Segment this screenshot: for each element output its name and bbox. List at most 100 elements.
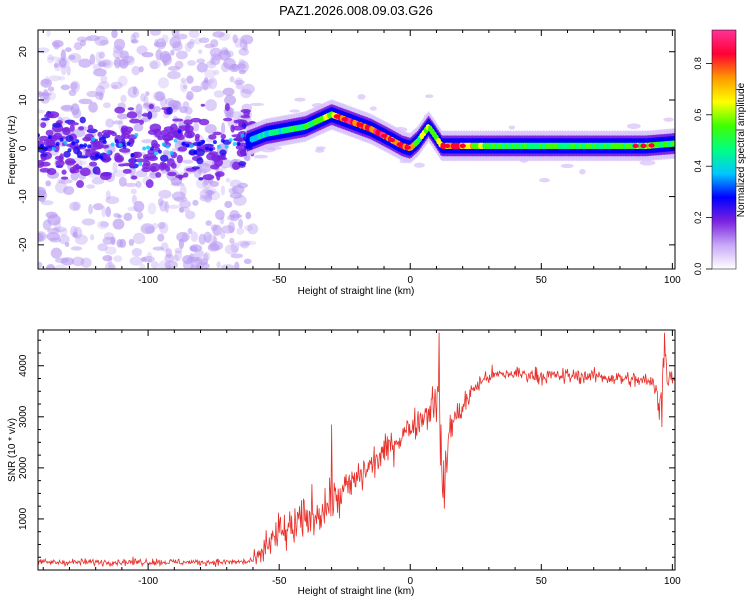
snr-y-tick-label: 4000: [18, 354, 29, 377]
spectrogram-x-tick-label: -50: [272, 275, 287, 286]
noise-blob: [160, 96, 167, 108]
noise-blob: [195, 177, 208, 189]
snr-frame: [37, 329, 676, 571]
snr-x-tick-label: -50: [272, 576, 287, 587]
noise-blob: [206, 60, 217, 69]
noise-blob-strong: [45, 129, 54, 137]
noise-blob: [123, 212, 133, 222]
ridge-noise-core: [236, 141, 241, 146]
noise-blob: [47, 56, 61, 61]
noise-blob-strong: [151, 139, 158, 149]
snr-x-tick-label: 100: [664, 576, 681, 587]
noise-blob: [203, 186, 217, 195]
noise-blob-strong: [104, 131, 113, 136]
noise-blob: [89, 53, 96, 65]
noise-blob: [220, 47, 229, 56]
noise-blob-strong: [129, 159, 135, 167]
noise-blob: [81, 218, 96, 226]
noise-blob-strong: [200, 103, 206, 107]
colorbar-label: Normalized spectral amplitude: [736, 82, 747, 217]
noise-blob: [108, 264, 117, 269]
ridge-noise-core: [244, 145, 249, 150]
noise-blob: [241, 83, 255, 95]
noise-blob: [152, 105, 161, 113]
noise-blob: [52, 226, 67, 233]
noise-blob: [95, 51, 102, 64]
noise-blob: [60, 49, 67, 62]
noise-blob-strong: [56, 136, 67, 140]
noise-blob: [220, 185, 226, 196]
noise-blob: [224, 200, 233, 209]
noise-blob: [243, 258, 252, 265]
ridge-hotspot: [648, 143, 655, 148]
ridge-noise-core: [224, 144, 229, 149]
noise-blob: [78, 58, 92, 68]
noise-blob: [54, 181, 68, 194]
spectrogram-y-axis: -20 -10 0 10 20: [18, 46, 675, 252]
noise-blob: [187, 227, 193, 235]
noise-blob: [216, 261, 221, 269]
noise-blob: [140, 257, 147, 262]
noise-blob: [88, 101, 98, 113]
noise-blob: [202, 252, 209, 265]
ridge-noise-core: [67, 148, 72, 153]
noise-blob-strong: [79, 116, 86, 124]
noise-blob: [59, 57, 67, 68]
noise-blob: [105, 190, 111, 200]
noise-blob: [159, 222, 169, 234]
noise-blob: [173, 196, 188, 203]
noise-blob: [58, 234, 70, 245]
noise-blob-strong: [73, 146, 80, 155]
ridge-noise-core: [228, 138, 233, 143]
ridge-noise-core: [240, 133, 245, 138]
ridge-hotspot: [396, 142, 403, 147]
noise-blob: [224, 48, 229, 55]
noise-blob: [186, 90, 194, 101]
noise-blob: [213, 90, 225, 98]
spectrogram-y-tick-label: 10: [18, 94, 29, 106]
noise-blob-strong: [144, 156, 150, 162]
halo-blob: [253, 154, 269, 159]
noise-blob: [180, 81, 188, 93]
noise-blob: [86, 184, 96, 189]
noise-blob: [204, 69, 216, 79]
noise-blob: [135, 103, 143, 115]
noise-blob: [239, 88, 245, 93]
noise-blob: [98, 51, 105, 59]
noise-blob: [179, 206, 184, 213]
noise-blob-strong: [79, 167, 91, 177]
noise-blob: [239, 39, 248, 50]
ridge-noise-core: [173, 138, 178, 143]
ridge-noise-core: [75, 139, 80, 144]
noise-blob: [148, 59, 161, 70]
ridge-noise-core: [205, 146, 210, 151]
spectrogram-x-tick-label: 100: [664, 275, 681, 286]
noise-blob: [129, 256, 143, 266]
noise-blob: [238, 218, 244, 229]
noise-blob: [189, 38, 195, 46]
halo-blob: [508, 125, 516, 130]
noise-blob: [47, 91, 57, 101]
noise-blob-strong: [210, 164, 220, 170]
noise-blob: [180, 77, 186, 83]
spectrogram-y-tick-label: 0: [18, 145, 29, 151]
noise-blob: [159, 200, 168, 212]
noise-blob-strong: [133, 151, 143, 159]
noise-blob-strong: [44, 113, 55, 119]
noise-blob-strong: [235, 119, 245, 123]
noise-blob: [157, 222, 166, 230]
noise-blob: [139, 263, 146, 269]
noise-blob-strong: [177, 146, 188, 152]
noise-blob: [149, 30, 161, 36]
noise-blob: [212, 31, 225, 38]
ridge-noise-core: [122, 144, 127, 149]
noise-blob: [188, 30, 200, 39]
colorbar-ticks: 0.0 0.2 0.4 0.6 0.8: [693, 57, 712, 275]
noise-blob: [97, 61, 107, 67]
noise-blob: [174, 60, 184, 69]
noise-blob-strong: [87, 124, 94, 131]
noise-blob: [198, 233, 207, 245]
noise-blob: [220, 166, 227, 171]
noise-blob: [230, 111, 243, 120]
noise-blob: [66, 65, 71, 76]
